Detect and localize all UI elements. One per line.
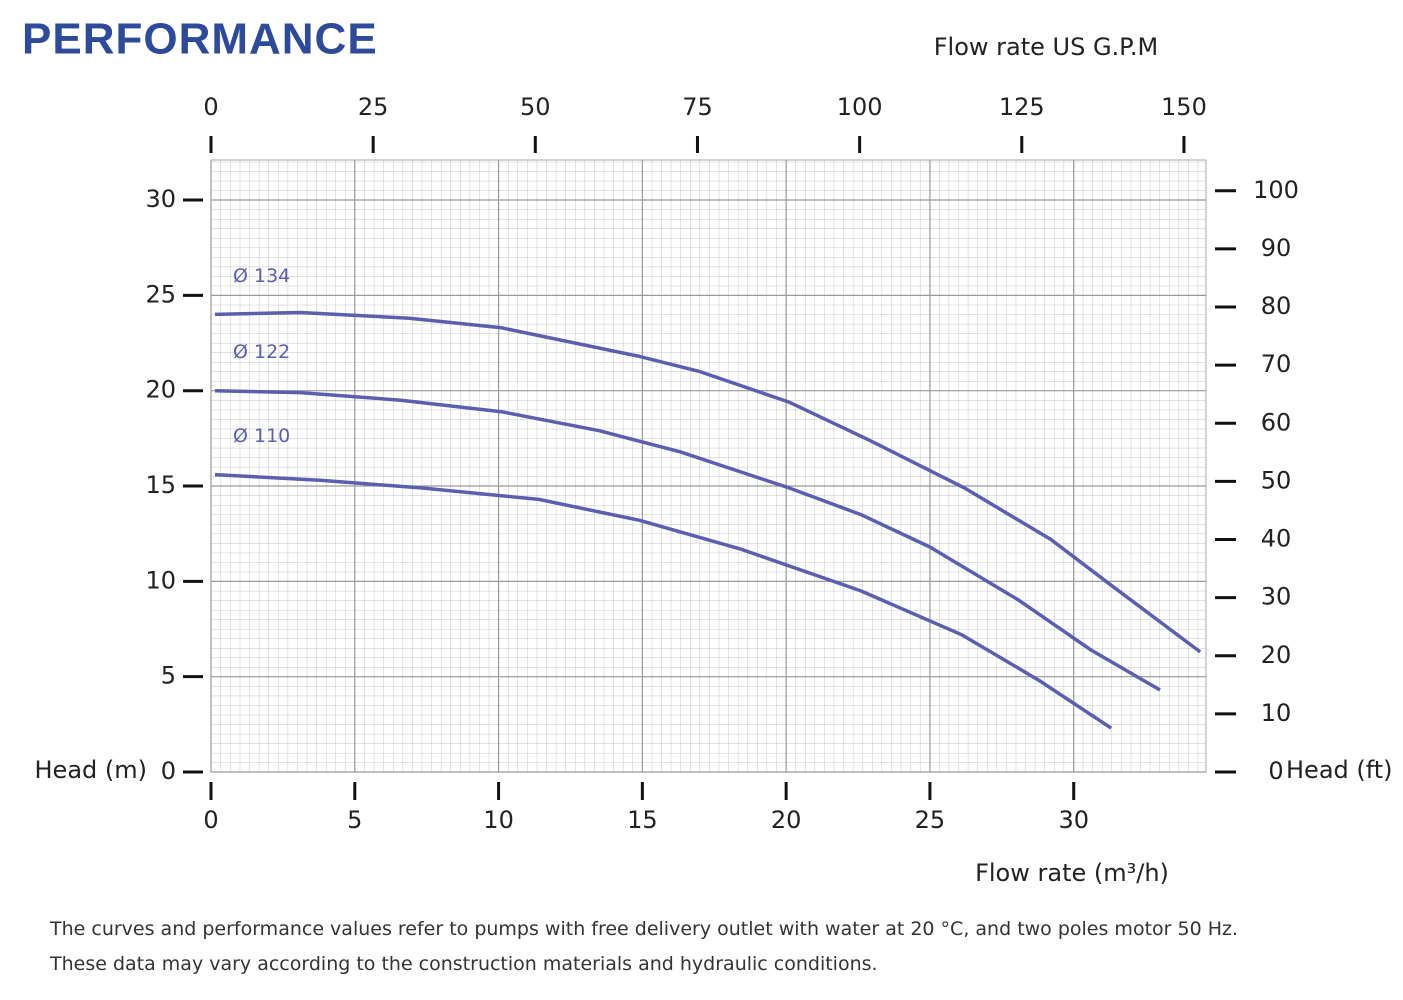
chart-title: PERFORMANCE xyxy=(22,15,378,64)
x2-tick-label: 25 xyxy=(358,93,389,121)
x2-tick-label: 50 xyxy=(520,93,551,121)
curve xyxy=(214,388,1161,692)
y2-tick-label: 30 xyxy=(1261,583,1292,611)
y2-tick-label: 40 xyxy=(1261,525,1292,553)
x-tick-label: 5 xyxy=(347,806,362,834)
y-tick-label: 25 xyxy=(145,280,176,308)
plot-grid xyxy=(210,159,1207,773)
note: The curves and performance values refer … xyxy=(49,918,1238,940)
y-tick-label: 0 xyxy=(161,757,176,785)
x-axis-label: Flow rate (m³/h) xyxy=(975,859,1169,887)
y-axis-label: Head (m) xyxy=(35,756,148,784)
x2-tick-label: 0 xyxy=(203,93,218,121)
x-tick-label: 25 xyxy=(915,806,946,834)
y2-tick-label: 0 xyxy=(1268,757,1283,785)
curve-label: Ø 122 xyxy=(233,341,290,363)
x-tick-label: 10 xyxy=(483,806,514,834)
x2-tick-label: 100 xyxy=(837,93,883,121)
y-tick-label: 15 xyxy=(145,471,176,499)
y2-tick-label: 50 xyxy=(1261,466,1292,494)
x2-tick-label: 125 xyxy=(999,93,1045,121)
x2-tick-label: 150 xyxy=(1161,93,1207,121)
curve-label: Ø 110 xyxy=(233,425,290,447)
y2-tick-label: 10 xyxy=(1261,699,1292,727)
x-tick-label: 15 xyxy=(627,806,658,834)
y2-tick-label: 20 xyxy=(1261,641,1292,669)
y2-tick-label: 100 xyxy=(1253,176,1299,204)
y-tick-label: 10 xyxy=(145,566,176,594)
y2-tick-label: 90 xyxy=(1261,234,1292,262)
x-tick-label: 0 xyxy=(203,806,218,834)
x2-tick-label: 75 xyxy=(682,93,713,121)
x2-axis-label: Flow rate US G.P.M xyxy=(934,33,1159,61)
y-tick-label: 20 xyxy=(145,376,176,404)
y2-tick-label: 70 xyxy=(1261,350,1292,378)
curve-label: Ø 134 xyxy=(233,265,290,287)
note: These data may vary according to the con… xyxy=(49,953,878,975)
x-tick-label: 30 xyxy=(1058,806,1089,834)
y-tick-label: 30 xyxy=(145,185,176,213)
x-tick-label: 20 xyxy=(771,806,802,834)
y2-axis-label: Head (ft) xyxy=(1286,756,1393,784)
y2-tick-label: 60 xyxy=(1261,408,1292,436)
curve xyxy=(214,472,1113,730)
y2-tick-label: 80 xyxy=(1261,292,1292,320)
y-tick-label: 5 xyxy=(161,662,176,690)
curve xyxy=(214,310,1202,654)
